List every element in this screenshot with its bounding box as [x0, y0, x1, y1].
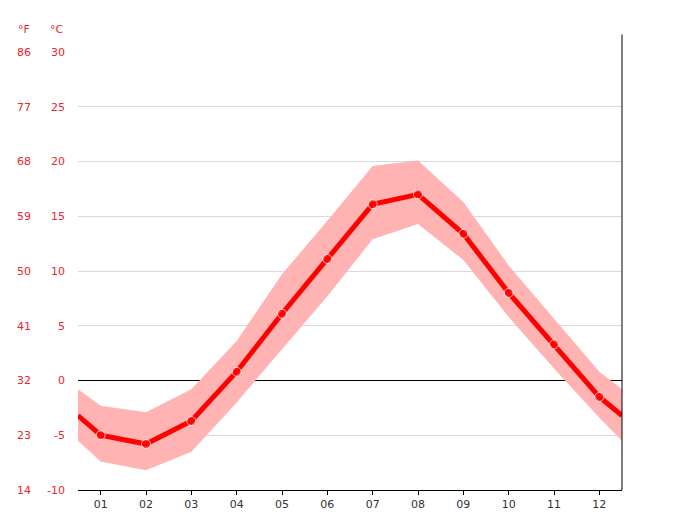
svg-text:50: 50	[17, 265, 31, 278]
svg-text:86: 86	[17, 46, 31, 59]
svg-text:02: 02	[139, 498, 153, 511]
svg-text:03: 03	[184, 498, 198, 511]
svg-text:32: 32	[17, 374, 31, 387]
svg-text:04: 04	[230, 498, 244, 511]
svg-text:0: 0	[58, 374, 65, 387]
svg-text:-5: -5	[54, 429, 65, 442]
svg-text:30: 30	[51, 46, 65, 59]
svg-text:68: 68	[17, 155, 31, 168]
svg-text:15: 15	[51, 210, 65, 223]
svg-text:5: 5	[58, 320, 65, 333]
svg-text:09: 09	[456, 498, 470, 511]
svg-text:°C: °C	[50, 23, 64, 36]
svg-text:07: 07	[366, 498, 380, 511]
svg-text:10: 10	[502, 498, 516, 511]
svg-text:05: 05	[275, 498, 289, 511]
svg-text:-10: -10	[47, 484, 65, 497]
svg-text:23: 23	[17, 429, 31, 442]
svg-text:20: 20	[51, 155, 65, 168]
svg-text:77: 77	[17, 101, 31, 114]
svg-text:°F: °F	[18, 23, 30, 36]
svg-text:25: 25	[51, 101, 65, 114]
svg-text:12: 12	[592, 498, 606, 511]
svg-text:11: 11	[547, 498, 561, 511]
svg-text:41: 41	[17, 320, 31, 333]
svg-text:59: 59	[17, 210, 31, 223]
svg-text:14: 14	[17, 484, 31, 497]
svg-text:08: 08	[411, 498, 425, 511]
svg-text:10: 10	[51, 265, 65, 278]
svg-text:06: 06	[320, 498, 334, 511]
svg-text:01: 01	[94, 498, 108, 511]
